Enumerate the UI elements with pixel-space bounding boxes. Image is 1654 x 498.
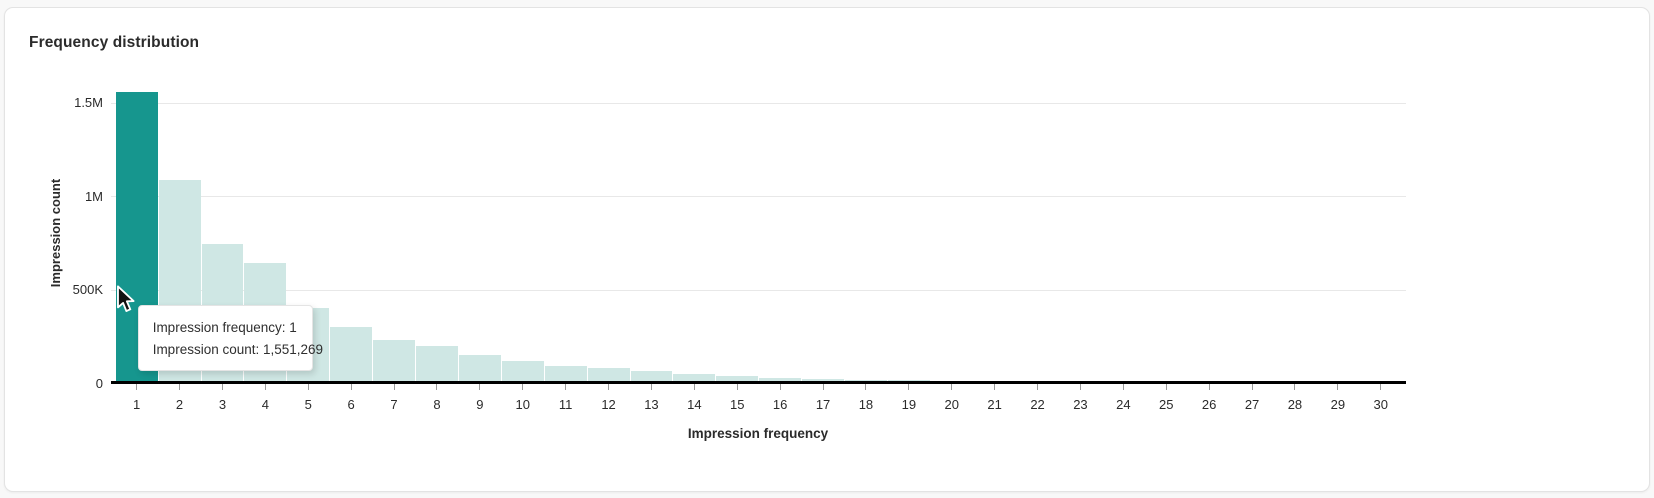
bar-frequency-15[interactable] (716, 376, 759, 382)
frequency-distribution-card: Frequency distribution Impression count … (4, 7, 1650, 492)
x-tick-label-13: 13 (644, 397, 659, 412)
bar-frequency-8[interactable] (416, 346, 458, 382)
x-tick-17 (822, 384, 824, 391)
bar-frequency-9[interactable] (458, 354, 501, 382)
x-tick-11 (565, 384, 567, 391)
x-tick-label-17: 17 (815, 397, 831, 412)
x-tick-label-5: 5 (304, 397, 312, 412)
x-tick-5 (307, 384, 309, 391)
bar-frequency-7[interactable] (373, 339, 416, 382)
bar-frequency-11[interactable] (544, 365, 587, 382)
tooltip-frequency-line: Impression frequency: 1 (152, 320, 297, 335)
bar-frequency-14[interactable] (673, 373, 716, 382)
bar-frequency-18[interactable] (845, 379, 887, 382)
x-tick-label-15: 15 (730, 397, 745, 412)
x-tick-label-12: 12 (601, 397, 616, 412)
x-tick-label-29: 29 (1330, 397, 1346, 412)
x-axis-line (111, 381, 1406, 384)
x-tick-22 (1037, 384, 1039, 391)
x-tick-14 (693, 384, 695, 391)
x-tick-label-25: 25 (1159, 397, 1174, 412)
x-tick-label-20: 20 (944, 397, 959, 412)
x-tick-10 (522, 384, 524, 391)
x-tick-19 (908, 384, 910, 391)
x-tick-28 (1294, 384, 1296, 391)
x-tick-16 (779, 384, 781, 391)
x-tick-label-7: 7 (390, 397, 398, 412)
bar-frequency-12[interactable] (587, 367, 630, 382)
x-tick-7 (393, 384, 395, 391)
x-tick-label-23: 23 (1073, 397, 1088, 412)
x-tick-label-28: 28 (1287, 397, 1303, 412)
x-tick-2 (179, 384, 181, 391)
chart-title: Frequency distribution (29, 34, 200, 51)
y-tick-label-0: 0 (95, 375, 103, 391)
x-tick-label-14: 14 (687, 397, 702, 412)
x-tick-26 (1208, 384, 1210, 391)
x-tick-1 (136, 384, 138, 391)
x-tick-label-4: 4 (261, 397, 269, 412)
x-tick-label-26: 26 (1201, 397, 1217, 412)
y-tick-label-1M: 1M (84, 188, 103, 204)
x-tick-label-27: 27 (1244, 397, 1260, 412)
x-tick-30 (1380, 384, 1382, 391)
mouse-cursor-icon (117, 285, 135, 312)
bar-frequency-6[interactable] (330, 327, 373, 382)
x-tick-27 (1251, 384, 1253, 391)
x-tick-label-8: 8 (433, 397, 441, 412)
x-tick-label-11: 11 (558, 397, 573, 412)
x-tick-9 (479, 384, 481, 391)
y-tick-label-500K: 500K (72, 282, 103, 298)
x-tick-label-3: 3 (218, 397, 227, 412)
x-tick-23 (1079, 384, 1081, 391)
x-tick-29 (1337, 384, 1339, 391)
x-tick-8 (436, 384, 438, 391)
bar-frequency-17[interactable] (802, 378, 845, 382)
x-tick-label-2: 2 (175, 397, 184, 412)
x-tick-21 (994, 384, 996, 391)
x-tick-label-22: 22 (1030, 397, 1045, 412)
gridline-1M (111, 196, 1406, 198)
bar-frequency-16[interactable] (759, 377, 802, 382)
x-tick-15 (736, 384, 738, 391)
x-axis-title: Impression frequency (687, 426, 829, 441)
x-tick-label-1: 1 (133, 397, 141, 412)
x-tick-3 (221, 384, 223, 391)
x-tick-6 (350, 384, 352, 391)
x-tick-label-18: 18 (858, 397, 874, 412)
bar-frequency-13[interactable] (630, 371, 673, 382)
x-tick-label-19: 19 (901, 397, 917, 412)
x-tick-24 (1122, 384, 1124, 391)
x-tick-label-21: 21 (987, 397, 1002, 412)
bar-tooltip: Impression frequency: 1 Impression count… (137, 305, 324, 371)
x-tick-label-30: 30 (1373, 397, 1388, 412)
x-tick-label-10: 10 (515, 397, 530, 412)
bar-frequency-19[interactable] (888, 380, 930, 382)
x-tick-18 (865, 384, 867, 391)
gridline-1.5M (111, 102, 1406, 104)
gridline-500K (111, 289, 1406, 291)
y-tick-label-1.5M: 1.5M (74, 95, 103, 111)
x-tick-label-6: 6 (347, 397, 355, 412)
x-tick-label-16: 16 (772, 397, 788, 412)
x-tick-label-24: 24 (1116, 397, 1131, 412)
x-tick-20 (951, 384, 953, 391)
x-tick-label-9: 9 (476, 397, 484, 412)
x-tick-25 (1165, 384, 1167, 391)
tooltip-count-line: Impression count: 1,551,269 (152, 342, 324, 357)
x-tick-4 (264, 384, 266, 391)
x-tick-13 (650, 384, 652, 391)
bar-frequency-10[interactable] (501, 360, 544, 382)
x-tick-12 (608, 384, 610, 391)
